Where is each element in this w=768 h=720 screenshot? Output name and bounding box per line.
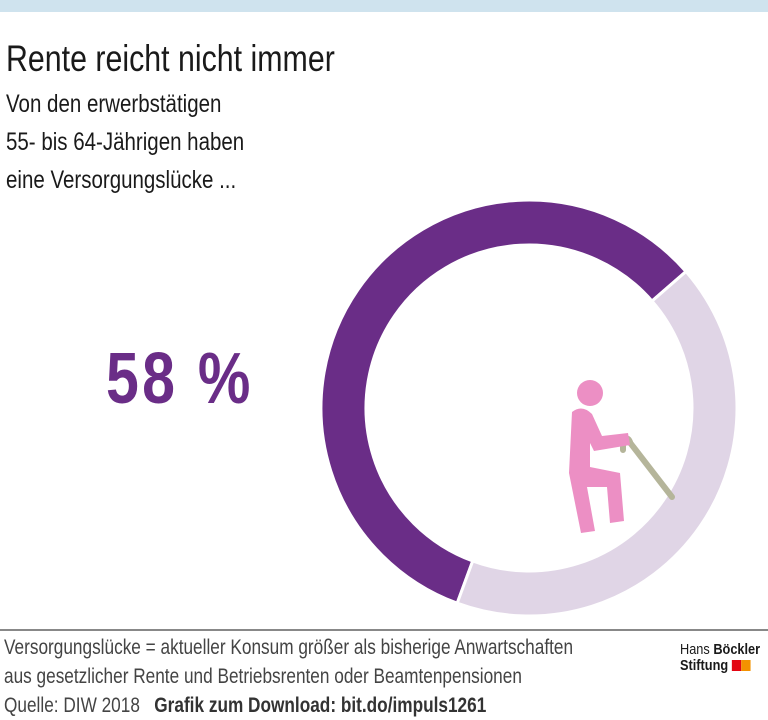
footnote-line: aus gesetzlicher Rente und Betriebsrente…	[4, 665, 522, 688]
logo-orange-square	[741, 660, 751, 671]
subtitle-line: eine Versorgungslücke ...	[6, 166, 237, 194]
footnote-line: Versorgungslücke = aktueller Konsum größ…	[4, 636, 574, 659]
donut-slice-1	[455, 269, 739, 618]
elderly-person-with-cane-icon	[569, 380, 675, 533]
logo-text: Böckler	[713, 641, 761, 658]
logo-red-square	[731, 660, 742, 671]
footer-divider	[0, 629, 768, 631]
page-title: Rente reicht nicht immer	[6, 38, 335, 79]
logo-text: Stiftung	[680, 657, 729, 674]
source: Quelle: DIW 2018	[4, 694, 140, 717]
source-line: Quelle: DIW 2018 Grafik zum Download: bi…	[4, 694, 486, 718]
subtitle-line: 55- bis 64-Jährigen haben	[6, 128, 245, 156]
logo-text: Hans	[680, 641, 710, 658]
logo: Hans Böckler Stiftung	[680, 642, 760, 674]
donut-slice-0	[319, 198, 689, 606]
top-band	[0, 0, 768, 12]
download-link[interactable]: Grafik zum Download: bit.do/impuls1261	[154, 694, 487, 717]
subtitle-line: Von den erwerbstätigen	[6, 90, 222, 118]
center-percentage: 58 %	[106, 339, 254, 419]
